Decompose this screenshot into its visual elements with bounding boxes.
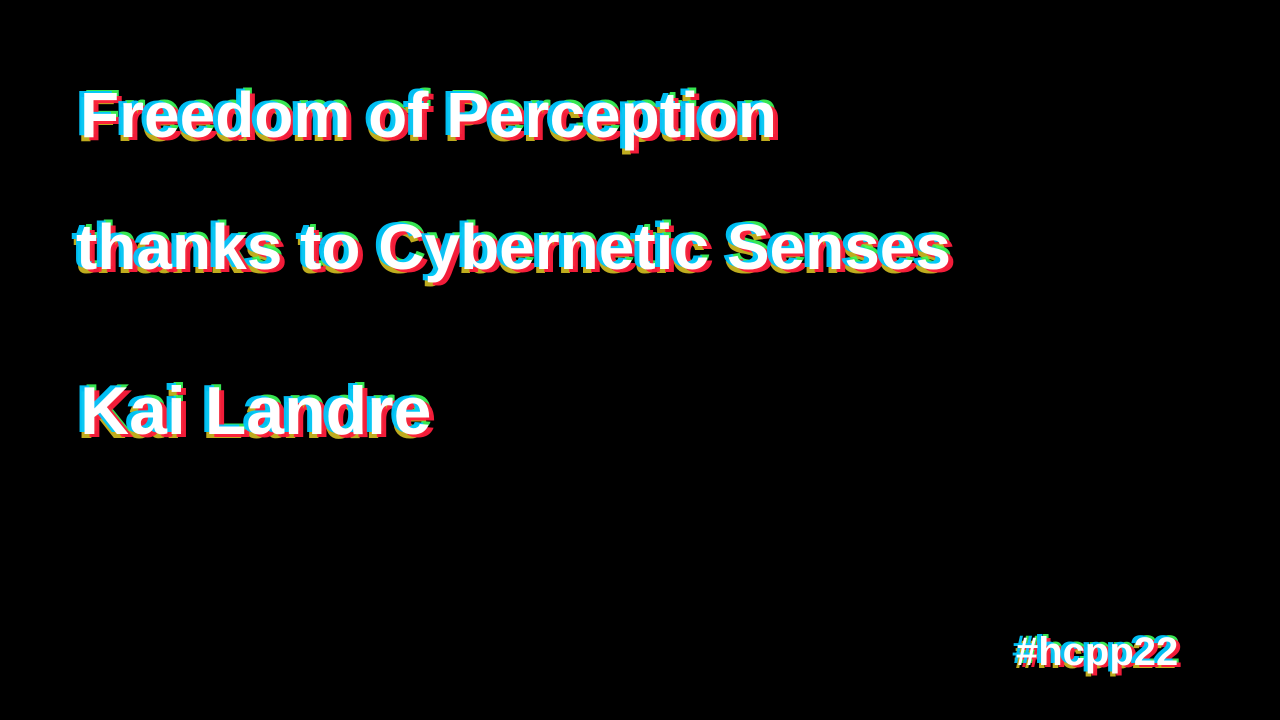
speaker-name: Kai Landre	[80, 373, 432, 449]
talk-title-line-1: Freedom of Perception	[80, 79, 777, 151]
event-hashtag: #hcpp22	[1016, 630, 1179, 674]
talk-title-line-2: thanks to Cybernetic Senses	[76, 211, 951, 283]
